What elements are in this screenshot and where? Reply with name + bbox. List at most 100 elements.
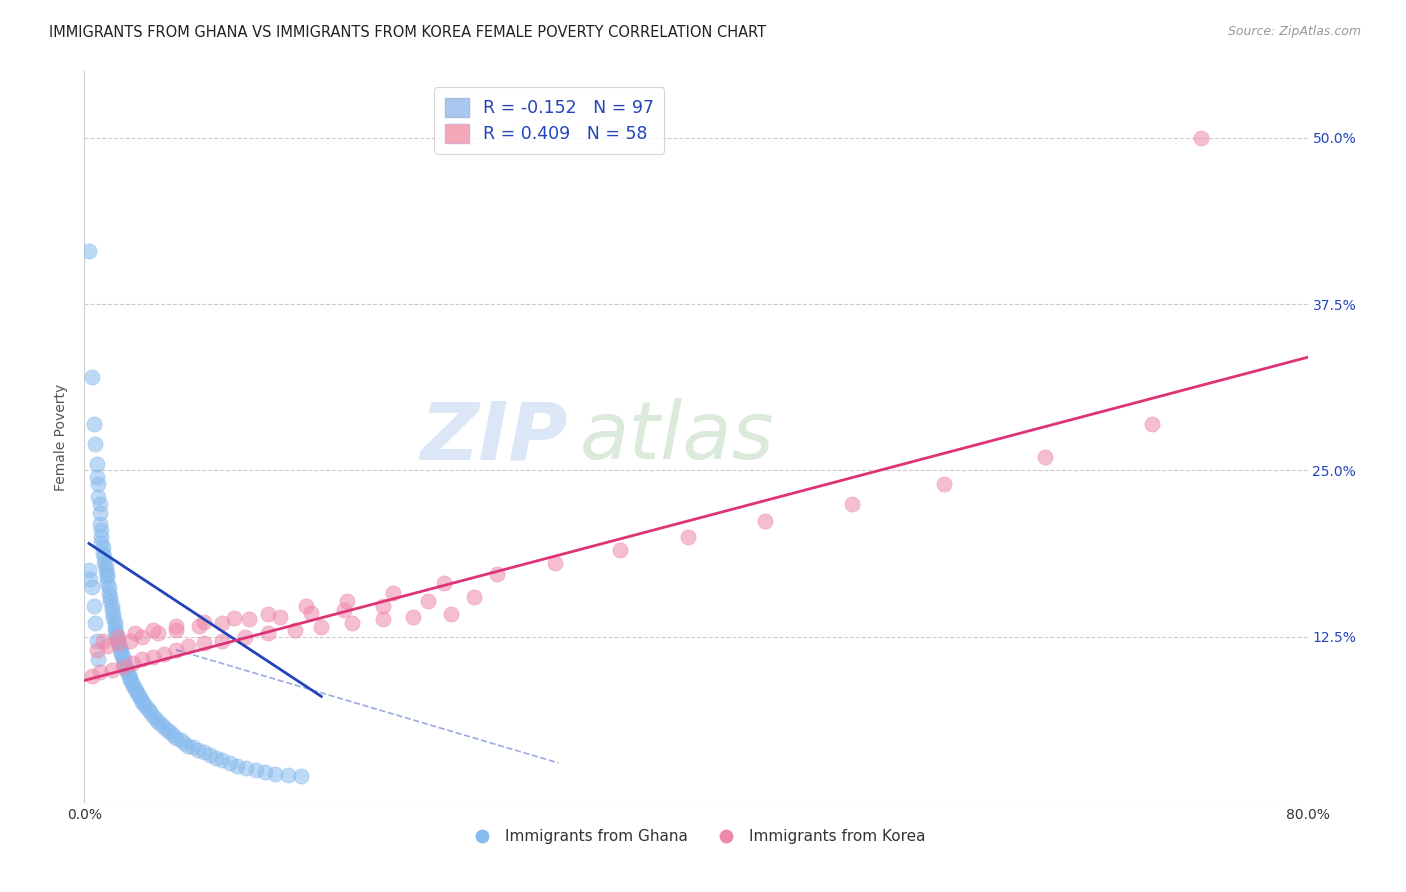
Text: IMMIGRANTS FROM GHANA VS IMMIGRANTS FROM KOREA FEMALE POVERTY CORRELATION CHART: IMMIGRANTS FROM GHANA VS IMMIGRANTS FROM…	[49, 25, 766, 40]
Point	[177, 739, 200, 753]
Point	[218, 756, 240, 770]
Point	[120, 673, 142, 688]
Point	[193, 615, 215, 629]
Point	[96, 570, 118, 584]
Point	[609, 543, 631, 558]
Point	[245, 763, 267, 777]
Point	[238, 612, 260, 626]
Point	[103, 611, 125, 625]
Point	[678, 530, 700, 544]
Point	[1033, 450, 1056, 464]
Text: atlas: atlas	[579, 398, 775, 476]
Point	[142, 623, 165, 637]
Point	[89, 497, 111, 511]
Point	[544, 557, 567, 571]
Point	[253, 765, 276, 780]
Point	[87, 490, 110, 504]
Point	[91, 633, 114, 648]
Point	[340, 616, 363, 631]
Point	[118, 668, 141, 682]
Point	[104, 623, 127, 637]
Point	[156, 723, 179, 737]
Point	[84, 436, 107, 450]
Point	[111, 660, 134, 674]
Point	[145, 712, 167, 726]
Point	[132, 698, 155, 712]
Point	[173, 736, 195, 750]
Point	[1140, 417, 1163, 431]
Legend: Immigrants from Ghana, Immigrants from Korea: Immigrants from Ghana, Immigrants from K…	[461, 822, 931, 850]
Point	[103, 607, 125, 621]
Point	[94, 563, 117, 577]
Point	[121, 676, 143, 690]
Point	[77, 244, 100, 258]
Point	[433, 576, 456, 591]
Point	[80, 580, 103, 594]
Point	[440, 607, 463, 621]
Point	[841, 497, 863, 511]
Point	[170, 733, 193, 747]
Point	[135, 700, 157, 714]
Point	[87, 652, 110, 666]
Point	[402, 609, 425, 624]
Point	[93, 557, 115, 571]
Point	[418, 593, 440, 607]
Point	[257, 625, 280, 640]
Point	[371, 599, 394, 613]
Point	[311, 620, 333, 634]
Point	[932, 476, 955, 491]
Point	[211, 616, 233, 631]
Point	[463, 590, 485, 604]
Point	[120, 633, 142, 648]
Y-axis label: Female Poverty: Female Poverty	[55, 384, 69, 491]
Point	[211, 753, 233, 767]
Point	[336, 593, 359, 607]
Text: ZIP: ZIP	[420, 398, 568, 476]
Point	[98, 590, 121, 604]
Point	[97, 580, 120, 594]
Point	[198, 747, 221, 762]
Point	[128, 690, 150, 704]
Point	[181, 739, 204, 754]
Point	[89, 506, 111, 520]
Point	[127, 687, 149, 701]
Point	[108, 639, 131, 653]
Point	[87, 476, 110, 491]
Text: Source: ZipAtlas.com: Source: ZipAtlas.com	[1227, 25, 1361, 38]
Point	[111, 649, 134, 664]
Point	[264, 766, 287, 780]
Point	[371, 612, 394, 626]
Point	[131, 630, 153, 644]
Point	[257, 607, 280, 621]
Point	[193, 745, 215, 759]
Point	[146, 625, 169, 640]
Point	[107, 633, 129, 648]
Point	[124, 625, 146, 640]
Point	[86, 457, 108, 471]
Point	[83, 417, 105, 431]
Point	[205, 750, 228, 764]
Point	[107, 630, 129, 644]
Point	[94, 559, 117, 574]
Point	[96, 639, 118, 653]
Point	[129, 692, 152, 706]
Point	[382, 585, 405, 599]
Point	[159, 725, 181, 739]
Point	[211, 633, 233, 648]
Point	[165, 619, 187, 633]
Point	[486, 567, 509, 582]
Point	[80, 669, 103, 683]
Point	[115, 663, 138, 677]
Point	[142, 709, 165, 723]
Point	[90, 530, 112, 544]
Point	[91, 546, 114, 560]
Point	[111, 652, 134, 666]
Point	[105, 625, 128, 640]
Point	[101, 603, 124, 617]
Point	[224, 611, 246, 625]
Point	[122, 656, 145, 670]
Point	[269, 609, 291, 624]
Point	[89, 516, 111, 531]
Point	[139, 706, 162, 720]
Point	[165, 623, 187, 637]
